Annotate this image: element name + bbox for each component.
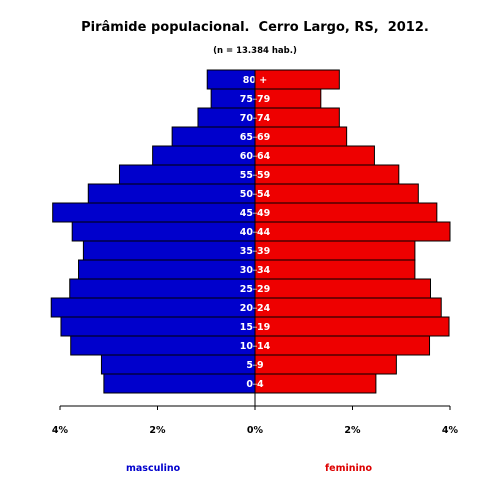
- bar-feminino-80 +: [254, 69, 340, 90]
- bar-feminino-5-9: [254, 354, 397, 375]
- bar-feminino-10-14: [254, 335, 431, 356]
- bar-masculino-15-19: [60, 316, 256, 337]
- x-tick-label: 4%: [442, 425, 459, 436]
- x-tick-label: 2%: [344, 425, 361, 436]
- bar-feminino-40-44: [254, 221, 451, 242]
- bar-masculino-30-34: [78, 259, 256, 280]
- legend-masculino: masculino: [126, 463, 181, 474]
- bar-masculino-5-9: [100, 354, 256, 375]
- bar-feminino-20-24: [254, 297, 442, 318]
- bar-masculino-10-14: [70, 335, 256, 356]
- bar-feminino-35-39: [254, 240, 416, 261]
- x-tick-label: 4%: [52, 425, 69, 436]
- x-tick-label: 2%: [149, 425, 166, 436]
- legend-feminino: feminino: [325, 463, 373, 474]
- bar-masculino-55-59: [118, 164, 256, 185]
- bar-masculino-0-4: [103, 373, 256, 394]
- bar-masculino-25-29: [69, 278, 256, 299]
- bar-feminino-60-64: [254, 145, 375, 166]
- bar-feminino-25-29: [254, 278, 431, 299]
- bar-masculino-20-24: [50, 297, 256, 318]
- chart-title: Pirâmide populacional. Cerro Largo, RS, …: [81, 20, 429, 35]
- bar-masculino-40-44: [71, 221, 256, 242]
- bar-masculino-35-39: [82, 240, 256, 261]
- bar-masculino-50-54: [87, 183, 256, 204]
- bar-feminino-0-4: [254, 373, 377, 394]
- x-tick-label: 0%: [247, 425, 264, 436]
- bar-feminino-50-54: [254, 183, 419, 204]
- bar-feminino-55-59: [254, 164, 400, 185]
- bar-feminino-30-34: [254, 259, 416, 280]
- bar-feminino-45-49: [254, 202, 438, 223]
- chart-subtitle: (n = 13.384 hab.): [213, 46, 297, 56]
- bar-masculino-45-49: [52, 202, 256, 223]
- bar-feminino-15-19: [254, 316, 450, 337]
